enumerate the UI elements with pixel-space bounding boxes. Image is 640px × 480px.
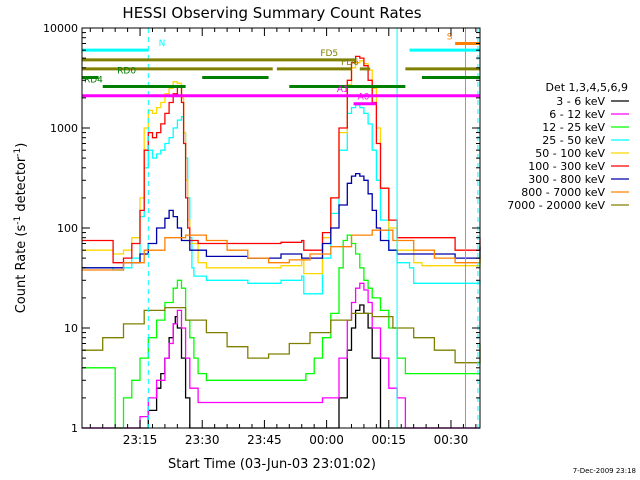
legend-label-8: 7000 - 20000 keV [507,199,605,212]
y-tick-label-3: 1000 [50,122,78,135]
series-line-7 [82,229,481,271]
state-label-fd6: FD6 [341,58,359,68]
series-line-2 [82,234,480,429]
legend-label-7: 800 - 7000 keV [521,186,605,199]
x-tick-label-4: 00:15 [371,433,406,447]
y-tick-label-0: 1 [71,422,78,435]
legend-label-2: 12 - 25 keV [542,121,605,134]
x-axis-label: Start Time (03-Jun-03 23:01:02) [168,457,376,472]
y-tick-label-4: 10000 [43,22,78,35]
legend-label-4: 50 - 100 keV [535,147,605,160]
series-line-8 [82,306,481,364]
x-tick-label-1: 23:30 [185,433,220,447]
legend-label-0: 3 - 6 keV [556,95,605,108]
state-label-n: N [159,39,166,49]
state-label-fd5: FD5 [320,49,338,59]
series-line-1 [82,282,480,429]
y-axis-label-mid: detector [14,156,29,216]
series-layer [82,55,481,429]
state-label-a0: A0 [358,93,370,103]
legend-label-6: 300 - 800 keV [528,173,605,186]
series-line-6 [82,172,481,269]
y-axis-label: Count Rate (s-1 detector-1) [13,143,29,314]
series-line-3 [82,104,481,295]
legend-title: Det 1,3,4,5,6,9 [545,81,628,94]
y-axis-label-end: ) [14,143,29,148]
x-tick-label-3: 00:00 [309,433,344,447]
state-label-a1: A1 [337,85,349,95]
footer-date: 7-Dec-2009 23:18 [573,467,636,475]
x-tick-label-2: 23:45 [247,433,282,447]
legend-label-1: 6 - 12 keV [549,108,605,121]
chart-title: HESSI Observing Summary Count Rates [122,4,421,22]
x-tick-label-0: 23:15 [123,433,158,447]
state-label-s: S [447,32,453,42]
legend-label-3: 25 - 50 keV [542,134,605,147]
series-line-4 [82,60,481,275]
y-axis-label-main: Count Rate (s [14,225,29,314]
y-tick-label-2: 100 [57,222,78,235]
state-label-rd0: RD0 [117,66,136,76]
series-line-5 [82,55,481,264]
state-label-rd4: RD4 [84,76,103,86]
y-axis-label-sup2: -1 [13,148,23,157]
y-axis-label-sup: -1 [13,216,23,225]
legend-label-5: 100 - 300 keV [528,160,605,173]
x-tick-label-5: 00:30 [434,433,469,447]
y-tick-label-1: 10 [64,322,78,335]
axes-layer: 1 10 100 1000 10000 23:15 23:30 23:45 00:00 00:15… [43,22,481,447]
